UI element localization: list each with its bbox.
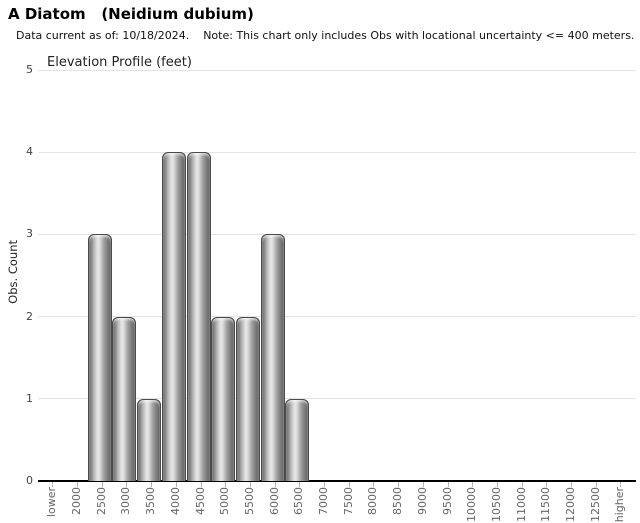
bar-4500: [186, 152, 211, 481]
bar-4000: [161, 152, 186, 481]
bar-3000: [112, 317, 137, 481]
y-tick-label: 5: [26, 63, 33, 76]
x-tick-mark: [521, 482, 523, 487]
x-tick-label: 4000: [168, 487, 182, 515]
page-subtitle: Data current as of: 10/18/2024. Note: Th…: [16, 29, 635, 42]
x-tick-mark: [620, 482, 622, 487]
x-tick-label: 7500: [341, 487, 355, 515]
x-tick-mark: [496, 482, 498, 487]
x-tick-mark: [324, 482, 326, 487]
x-tick-mark: [225, 482, 227, 487]
x-tick-label: 11000: [514, 487, 528, 522]
x-tick-mark: [52, 482, 54, 487]
x-tick-mark: [175, 482, 177, 487]
x-tick-label: 3500: [144, 487, 158, 515]
x-tick-label: 2500: [94, 487, 108, 515]
x-tick-mark: [348, 482, 350, 487]
x-tick-mark: [200, 482, 202, 487]
y-tick-label: 0: [26, 474, 33, 487]
x-tick-mark: [101, 482, 103, 487]
x-tick-label: 6000: [267, 487, 281, 515]
x-tick-label: 9500: [440, 487, 454, 515]
x-tick-label: 10500: [489, 487, 503, 522]
gridline-y2: [38, 316, 636, 318]
gridline-y1: [38, 398, 636, 400]
gridline-y3: [38, 233, 636, 235]
x-tick-mark: [546, 482, 548, 487]
x-tick-mark: [373, 482, 375, 487]
x-tick-label: 5500: [242, 487, 256, 515]
x-tick-mark: [274, 482, 276, 487]
x-tick-mark: [77, 482, 79, 487]
x-tick-label: 12500: [588, 487, 602, 522]
x-tick-label: 6500: [292, 487, 306, 515]
x-tick-label: 5000: [218, 487, 232, 515]
x-tick-mark: [422, 482, 424, 487]
x-tick-label: higher: [613, 487, 627, 523]
bar-5500: [235, 317, 260, 481]
x-tick-label: 8000: [366, 487, 380, 515]
x-tick-mark: [398, 482, 400, 487]
y-tick-label: 3: [26, 227, 33, 241]
x-tick-label: 10000: [465, 487, 479, 522]
x-tick-label: 3000: [119, 487, 133, 515]
y-axis-title: Obs. Count: [6, 240, 20, 304]
x-tick-mark: [299, 482, 301, 487]
bar-6500: [285, 399, 310, 481]
y-tick-label: 2: [26, 309, 33, 323]
gridline-y4: [38, 151, 636, 153]
x-tick-label: lower: [45, 487, 59, 518]
x-tick-mark: [126, 482, 128, 487]
y-tick-label: 4: [26, 145, 33, 159]
x-tick-label: 9000: [415, 487, 429, 515]
x-tick-label: 11500: [539, 487, 553, 522]
x-tick-mark: [571, 482, 573, 487]
x-tick-label: 2000: [70, 487, 84, 515]
x-tick-label: 4500: [193, 487, 207, 515]
gridline-y5: [38, 69, 636, 71]
bar-2500: [87, 234, 112, 481]
x-tick-label: 12000: [564, 487, 578, 522]
bar-6000: [260, 234, 285, 481]
chart-title: Elevation Profile (feet): [47, 55, 192, 70]
page-title: A Diatom (Neidium dubium): [8, 5, 254, 23]
x-tick-label: 8500: [391, 487, 405, 515]
x-tick-mark: [151, 482, 153, 487]
x-tick-label: 7000: [317, 487, 331, 515]
bar-5000: [211, 317, 236, 481]
x-tick-mark: [595, 482, 597, 487]
x-tick-mark: [447, 482, 449, 487]
y-tick-label: 1: [26, 391, 33, 405]
x-tick-mark: [472, 482, 474, 487]
bar-3500: [137, 399, 162, 481]
x-tick-mark: [249, 482, 251, 487]
x-axis-line: [38, 480, 636, 482]
